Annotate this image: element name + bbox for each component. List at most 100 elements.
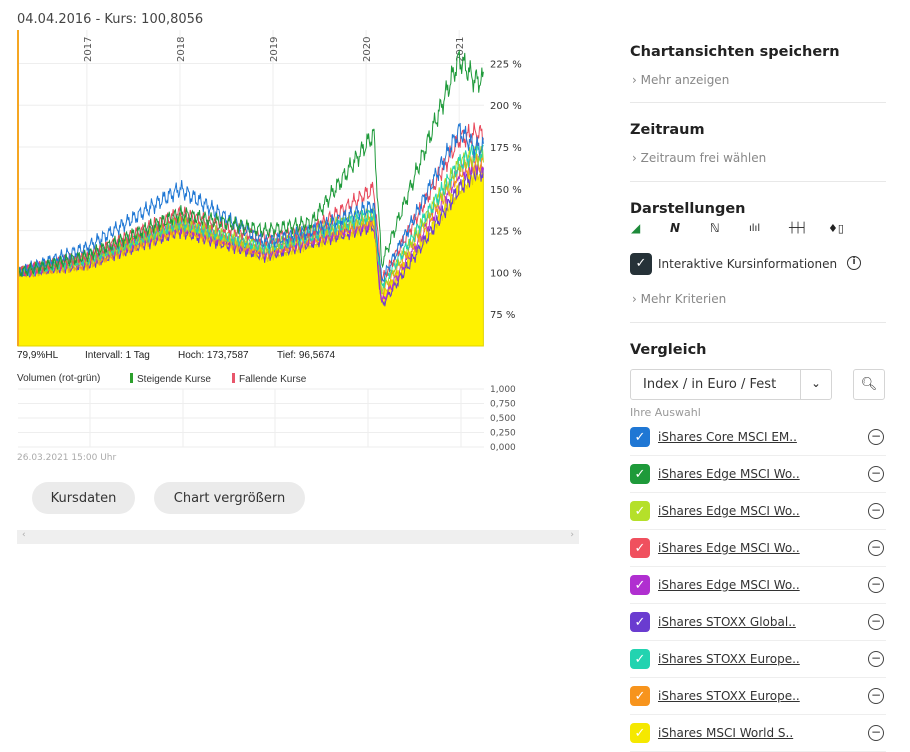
remove-icon[interactable]: −	[868, 577, 884, 593]
remove-icon[interactable]: −	[868, 688, 884, 704]
scroll-left-icon[interactable]: ‹	[22, 530, 26, 540]
save-views-title: Chartansichten speichern	[630, 44, 840, 60]
remove-icon[interactable]: −	[868, 651, 884, 667]
free-period-label: Zeitraum frei wählen	[640, 151, 767, 165]
y-tick-label: 125 %	[490, 227, 522, 238]
y-tick-label: 75 %	[490, 310, 515, 321]
chevron-down-icon[interactable]: ⌄	[800, 370, 831, 399]
compare-item: ✓ iShares Core MSCI EM.. −	[630, 419, 886, 456]
timestamp: 26.03.2021 15:00 Uhr	[17, 453, 117, 463]
compare-item-checkbox[interactable]: ✓	[630, 686, 650, 706]
volume-label: Volumen (rot-grün)	[17, 373, 101, 384]
compare-item-checkbox[interactable]: ✓	[630, 649, 650, 669]
y-tick-label: 150 %	[490, 185, 522, 196]
y-tick-label: 225 %	[490, 59, 522, 70]
cursor-price: Kurs: 100,8056	[104, 12, 204, 27]
remove-icon[interactable]: −	[868, 725, 884, 741]
series-line	[17, 122, 484, 283]
hl-stat: 79,9%HL	[17, 350, 59, 361]
compare-item-link[interactable]: iShares MSCI World S..	[658, 726, 794, 740]
compare-mode-select[interactable]: Index / in Euro / Fest ⌄	[630, 369, 832, 400]
series-line	[17, 153, 484, 296]
compare-item: ✓ iShares Edge MSCI Wo.. −	[630, 567, 886, 604]
ohlc-chart-icon[interactable]: ┼┼┤	[789, 223, 808, 234]
compare-item: ✓ iShares STOXX Global.. −	[630, 604, 886, 641]
remove-icon[interactable]: −	[868, 429, 884, 445]
chart-header: 04.04.2016 - Kurs: 100,8056	[17, 12, 203, 27]
display-title: Darstellungen	[630, 201, 746, 217]
legend-rising: Steigende Kurse	[130, 373, 211, 385]
compare-item: ✓ iShares Edge MSCI Wo.. −	[630, 493, 886, 530]
compare-item-link[interactable]: iShares Core MSCI EM..	[658, 430, 797, 444]
remove-icon[interactable]: −	[868, 466, 884, 482]
volume-tick-label: 0,250	[490, 429, 516, 439]
compare-item-checkbox[interactable]: ✓	[630, 575, 650, 595]
volume-tick-label: 1,000	[490, 385, 516, 395]
compare-item-checkbox[interactable]: ✓	[630, 612, 650, 632]
show-more-label: Mehr anzeigen	[640, 73, 730, 87]
high-stat: Hoch: 173,7587	[178, 350, 249, 361]
bar-chart-icon[interactable]: ılıl	[749, 223, 761, 234]
compare-item-link[interactable]: iShares STOXX Europe..	[658, 652, 800, 666]
candlestick-chart-icon[interactable]: ♦▯	[828, 222, 844, 235]
divider	[630, 322, 886, 323]
divider	[630, 102, 886, 103]
falling-label: Fallende Kurse	[239, 374, 307, 385]
compare-item-link[interactable]: iShares Edge MSCI Wo..	[658, 504, 800, 518]
horizontal-scrollbar[interactable]: ‹ ›	[17, 530, 579, 544]
remove-icon[interactable]: −	[868, 614, 884, 630]
x-tick-label: 2017	[83, 37, 94, 62]
remove-icon[interactable]: −	[868, 540, 884, 556]
x-tick-label: 2020	[362, 37, 373, 62]
selection-label: Ihre Auswahl	[630, 406, 701, 419]
compare-item-checkbox[interactable]: ✓	[630, 427, 650, 447]
search-button[interactable]: 🔍︎	[853, 369, 885, 400]
kursdaten-button[interactable]: Kursdaten	[32, 482, 135, 514]
volume-tick-label: 0,500	[490, 414, 516, 424]
remove-icon[interactable]: −	[868, 503, 884, 519]
interval-stat: Intervall: 1 Tag	[85, 350, 150, 361]
y-tick-label: 100 %	[490, 268, 522, 279]
y-tick-label: 200 %	[490, 101, 522, 112]
compare-item-link[interactable]: iShares STOXX Europe..	[658, 689, 800, 703]
compare-item-checkbox[interactable]: ✓	[630, 464, 650, 484]
compare-item-checkbox[interactable]: ✓	[630, 723, 650, 743]
x-tick-label: 2021	[455, 37, 466, 62]
compare-item: ✓ iShares STOXX Europe.. −	[630, 641, 886, 678]
search-icon: 🔍︎	[860, 377, 878, 392]
cursor-date: 04.04.2016	[17, 12, 92, 27]
rising-label: Steigende Kurse	[137, 374, 211, 385]
volume-chart: 1,000 0,750 0,500 0,250 0,000	[18, 385, 516, 453]
free-period-link[interactable]: › Zeitraum frei wählen	[632, 151, 767, 165]
enlarge-chart-button[interactable]: Chart vergrößern	[154, 482, 305, 514]
volume-tick-label: 0,750	[490, 400, 516, 410]
more-criteria-link[interactable]: › Mehr Kriterien	[632, 292, 727, 306]
select-value: Index / in Euro / Fest	[643, 377, 777, 392]
legend-falling: Fallende Kurse	[232, 373, 306, 385]
more-criteria-label: Mehr Kriterien	[640, 292, 727, 306]
interactive-info-label: Interaktive Kursinformationen	[658, 257, 838, 271]
compare-item-link[interactable]: iShares STOXX Global..	[658, 615, 796, 629]
interactive-info-checkbox[interactable]: ✓	[630, 253, 652, 275]
price-chart[interactable]: 75 % 100 % 125 % 150 % 175 % 200 % 225 % 2017 20…	[0, 28, 540, 348]
x-tick-label: 2018	[176, 37, 187, 62]
info-icon[interactable]: i	[847, 256, 861, 270]
compare-item: ✓ iShares STOXX Europe.. −	[630, 678, 886, 715]
compare-item-checkbox[interactable]: ✓	[630, 538, 650, 558]
volume-tick-label: 0,000	[490, 443, 516, 453]
x-tick-label: 2019	[269, 37, 280, 62]
show-more-link[interactable]: › Mehr anzeigen	[632, 73, 730, 87]
low-stat: Tief: 96,5674	[277, 350, 336, 361]
compare-item-checkbox[interactable]: ✓	[630, 501, 650, 521]
dot-line-chart-icon[interactable]: ℕ	[710, 221, 720, 235]
compare-item: ✓ iShares MSCI World S.. −	[630, 715, 886, 752]
compare-title: Vergleich	[630, 342, 707, 358]
compare-item-link[interactable]: iShares Edge MSCI Wo..	[658, 467, 800, 481]
compare-item-link[interactable]: iShares Edge MSCI Wo..	[658, 578, 800, 592]
compare-item-link[interactable]: iShares Edge MSCI Wo..	[658, 541, 800, 555]
scroll-right-icon[interactable]: ›	[570, 530, 574, 540]
period-title: Zeitraum	[630, 122, 705, 138]
area-chart-icon[interactable]: ◢	[631, 221, 641, 235]
line-chart-icon[interactable]: N	[670, 221, 681, 235]
divider	[630, 181, 886, 182]
